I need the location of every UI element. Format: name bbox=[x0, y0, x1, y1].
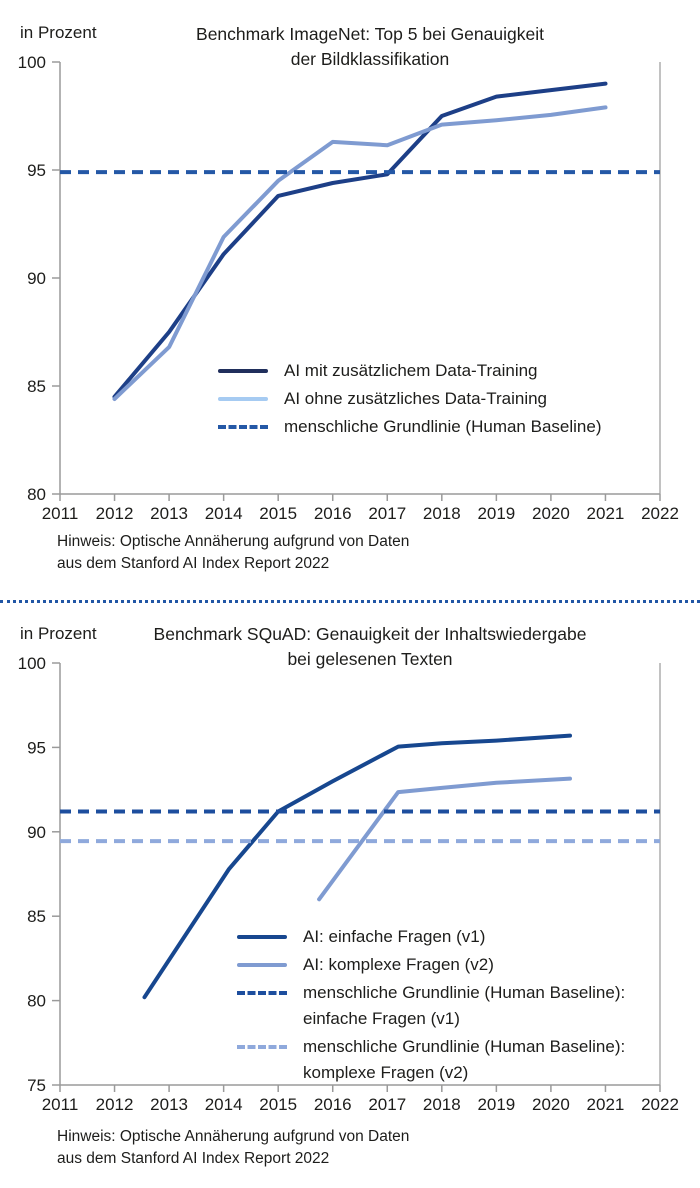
x-tick-label: 2021 bbox=[587, 504, 625, 523]
x-tick-label: 2011 bbox=[42, 1095, 79, 1114]
legend-swatch-solid-line bbox=[237, 963, 287, 967]
legend-label: menschliche Grundlinie (Human Baseline):… bbox=[303, 1037, 626, 1082]
legend-swatch-solid-line bbox=[218, 397, 268, 401]
y-axis-unit-label: in Prozent bbox=[20, 23, 97, 42]
y-tick-label: 95 bbox=[27, 161, 46, 180]
x-tick-label: 2019 bbox=[477, 1095, 515, 1114]
y-tick-label: 85 bbox=[27, 907, 46, 926]
x-tick-label: 2011 bbox=[42, 504, 79, 523]
legend-item: AI ohne zusätzliches Data-Training bbox=[218, 386, 601, 412]
x-tick-label: 2015 bbox=[259, 504, 297, 523]
legend-item: menschliche Grundlinie (Human Baseline) bbox=[218, 414, 601, 440]
x-tick-label: 2014 bbox=[205, 504, 243, 523]
x-tick-label: 2020 bbox=[532, 1095, 570, 1114]
legend-imagenet: AI mit zusätzlichem Data-Training AI ohne… bbox=[218, 358, 601, 442]
y-tick-label: 90 bbox=[27, 269, 46, 288]
legend-label: menschliche Grundlinie (Human Baseline) bbox=[284, 417, 602, 436]
chart-title-squad: Benchmark SQuAD: Genauigkeit der Inhalts… bbox=[153, 624, 587, 669]
y-axis-unit-label: in Prozent bbox=[20, 624, 97, 643]
legend-item: AI: komplexe Fragen (v2) bbox=[237, 952, 625, 978]
x-tick-label: 2015 bbox=[259, 1095, 297, 1114]
legend-squad: AI: einfache Fragen (v1) AI: komplexe Fra… bbox=[237, 924, 625, 1088]
legend-item: AI mit zusätzlichem Data-Training bbox=[218, 358, 601, 384]
x-tick-label: 2018 bbox=[423, 1095, 461, 1114]
y-tick-label: 85 bbox=[27, 377, 46, 396]
series-line-squad-1 bbox=[317, 776, 572, 902]
x-tick-label: 2016 bbox=[314, 504, 352, 523]
legend-swatch-solid-line bbox=[237, 935, 287, 939]
x-tick-label: 2016 bbox=[314, 1095, 352, 1114]
y-tick-label: 100 bbox=[18, 654, 46, 673]
x-tick-label: 2017 bbox=[368, 1095, 406, 1114]
series-line-squad-0 bbox=[142, 733, 572, 1000]
legend-label: AI ohne zusätzliches Data-Training bbox=[284, 389, 548, 408]
x-tick-label: 2020 bbox=[532, 504, 570, 523]
series-line-imagenet-1 bbox=[112, 105, 608, 401]
legend-swatch-dashed-line bbox=[237, 991, 287, 995]
section-divider bbox=[0, 600, 700, 603]
legend-item: menschliche Grundlinie (Human Baseline):… bbox=[237, 1034, 625, 1086]
legend-swatch-dashed-line bbox=[237, 1045, 287, 1049]
x-tick-label: 2018 bbox=[423, 504, 461, 523]
y-tick-label: 95 bbox=[27, 738, 46, 757]
y-tick-label: 80 bbox=[27, 992, 46, 1011]
x-tick-label: 2014 bbox=[205, 1095, 243, 1114]
chart-title-imagenet: Benchmark ImageNet: Top 5 bei Genauigkei… bbox=[196, 24, 544, 69]
legend-swatch-dashed-line bbox=[218, 425, 268, 429]
legend-swatch-solid-line bbox=[218, 369, 268, 373]
legend-label: AI: einfache Fragen (v1) bbox=[303, 927, 486, 946]
source-note-squad: Hinweis: Optische Annäherung aufgrund vo… bbox=[57, 1128, 410, 1167]
x-tick-label: 2019 bbox=[477, 504, 515, 523]
source-note-imagenet: Hinweis: Optische Annäherung aufgrund vo… bbox=[57, 533, 410, 572]
legend-label: AI: komplexe Fragen (v2) bbox=[303, 955, 494, 974]
y-tick-label: 90 bbox=[27, 823, 46, 842]
y-tick-label: 100 bbox=[18, 53, 46, 72]
legend-item: menschliche Grundlinie (Human Baseline):… bbox=[237, 980, 625, 1032]
x-tick-label: 2012 bbox=[96, 1095, 134, 1114]
x-tick-label: 2021 bbox=[587, 1095, 625, 1114]
x-tick-label: 2022 bbox=[641, 1095, 679, 1114]
x-tick-label: 2013 bbox=[150, 1095, 188, 1114]
series-line-imagenet-0 bbox=[112, 81, 608, 399]
x-tick-label: 2013 bbox=[150, 504, 188, 523]
x-tick-label: 2017 bbox=[368, 504, 406, 523]
legend-item: AI: einfache Fragen (v1) bbox=[237, 924, 625, 950]
x-tick-label: 2012 bbox=[96, 504, 134, 523]
y-tick-label: 75 bbox=[27, 1076, 46, 1095]
y-tick-label: 80 bbox=[27, 485, 46, 504]
legend-label: AI mit zusätzlichem Data-Training bbox=[284, 361, 538, 380]
x-tick-label: 2022 bbox=[641, 504, 679, 523]
legend-label: menschliche Grundlinie (Human Baseline):… bbox=[303, 983, 626, 1028]
